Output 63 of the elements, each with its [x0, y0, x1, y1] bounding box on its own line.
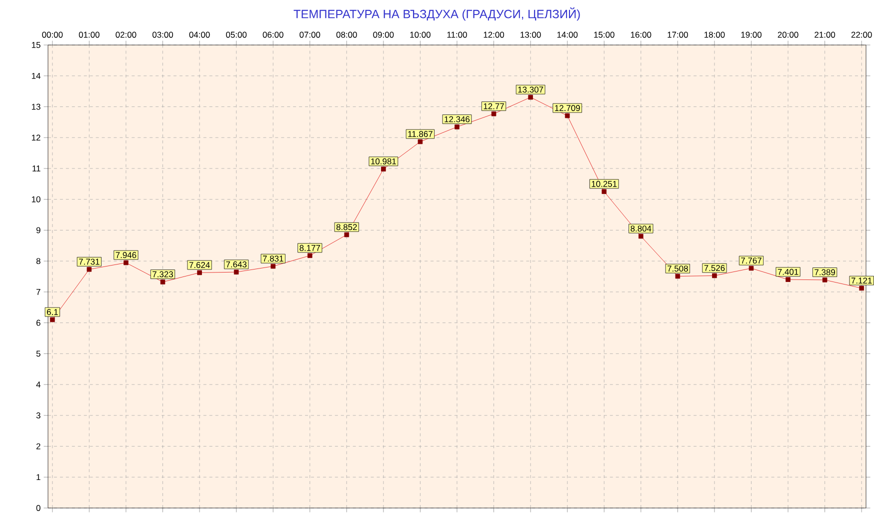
data-label: 12.709 [555, 105, 580, 112]
y-tick-label: 4 [36, 382, 40, 388]
data-label: 7.643 [226, 261, 247, 268]
x-tick-label: 00:00 [42, 32, 63, 38]
data-label: 7.508 [668, 266, 688, 272]
y-tick-label: 0 [36, 505, 40, 511]
y-tick-label: 6 [36, 320, 40, 326]
x-tick-label: 13:00 [520, 32, 541, 38]
y-tick-label: 13 [32, 104, 40, 110]
y-tick-label: 1 [36, 474, 40, 480]
x-tick-label: 20:00 [778, 32, 798, 38]
x-tick-label: 18:00 [704, 32, 725, 38]
data-label: 13.307 [518, 86, 544, 93]
data-label: 12.77 [484, 103, 504, 110]
data-label: 8.852 [336, 224, 357, 230]
y-tick-label: 2 [36, 443, 40, 450]
data-label: 7.831 [262, 256, 284, 262]
y-tick-label: 12 [32, 134, 40, 141]
data-label: 7.121 [851, 278, 872, 284]
x-tick-label: 11:00 [447, 32, 467, 38]
x-tick-label: 10:00 [410, 32, 430, 38]
y-tick-label: 14 [32, 72, 40, 79]
y-tick-label: 3 [36, 412, 40, 418]
data-label: 10.251 [592, 180, 617, 187]
x-tick-label: 06:00 [262, 32, 284, 38]
x-tick-label: 12:00 [484, 32, 504, 38]
x-tick-label: 19:00 [741, 32, 762, 38]
x-tick-label: 09:00 [373, 32, 394, 38]
data-label: 7.731 [79, 258, 100, 265]
data-label: 7.624 [189, 262, 210, 268]
x-tick-label: 17:00 [668, 32, 688, 38]
x-tick-label: 08:00 [336, 32, 357, 38]
data-label: 7.401 [778, 268, 798, 275]
x-tick-label: 07:00 [300, 32, 320, 38]
y-tick-label: 9 [36, 227, 40, 234]
data-label: 8.177 [300, 244, 320, 251]
data-label: 10.981 [371, 158, 396, 164]
x-tick-label: 14:00 [557, 32, 578, 38]
y-tick-label: 15 [32, 42, 40, 48]
data-label: 11.867 [408, 131, 432, 138]
x-tick-label: 22:00 [851, 32, 872, 38]
chart-title: ТЕМПЕРАТУРА НА ВЪЗДУХА (ГРАДУСИ, ЦЕЛЗИЙ) [294, 7, 580, 21]
data-label: 7.767 [741, 258, 762, 264]
data-label: 7.389 [814, 269, 836, 276]
data-label: 7.526 [704, 265, 725, 272]
x-tick-label: 16:00 [630, 32, 652, 38]
y-tick-label: 5 [36, 350, 40, 357]
y-tick-label: 7 [36, 289, 40, 295]
x-tick-label: 01:00 [78, 32, 100, 38]
x-tick-label: 04:00 [189, 32, 210, 38]
data-label: 12.346 [444, 116, 470, 122]
x-tick-label: 21:00 [814, 32, 836, 38]
y-tick-label: 8 [36, 258, 40, 264]
x-tick-label: 05:00 [226, 32, 247, 38]
data-label: 6.1 [46, 309, 58, 316]
y-tick-label: 11 [32, 166, 40, 172]
x-tick-label: 02:00 [116, 32, 136, 38]
data-label: 7.323 [152, 271, 173, 278]
x-tick-label: 03:00 [152, 32, 174, 38]
y-tick-label: 10 [32, 196, 40, 202]
data-label: 7.946 [116, 252, 136, 258]
x-tick-label: 15:00 [594, 32, 614, 38]
data-label: 8.804 [630, 226, 652, 232]
